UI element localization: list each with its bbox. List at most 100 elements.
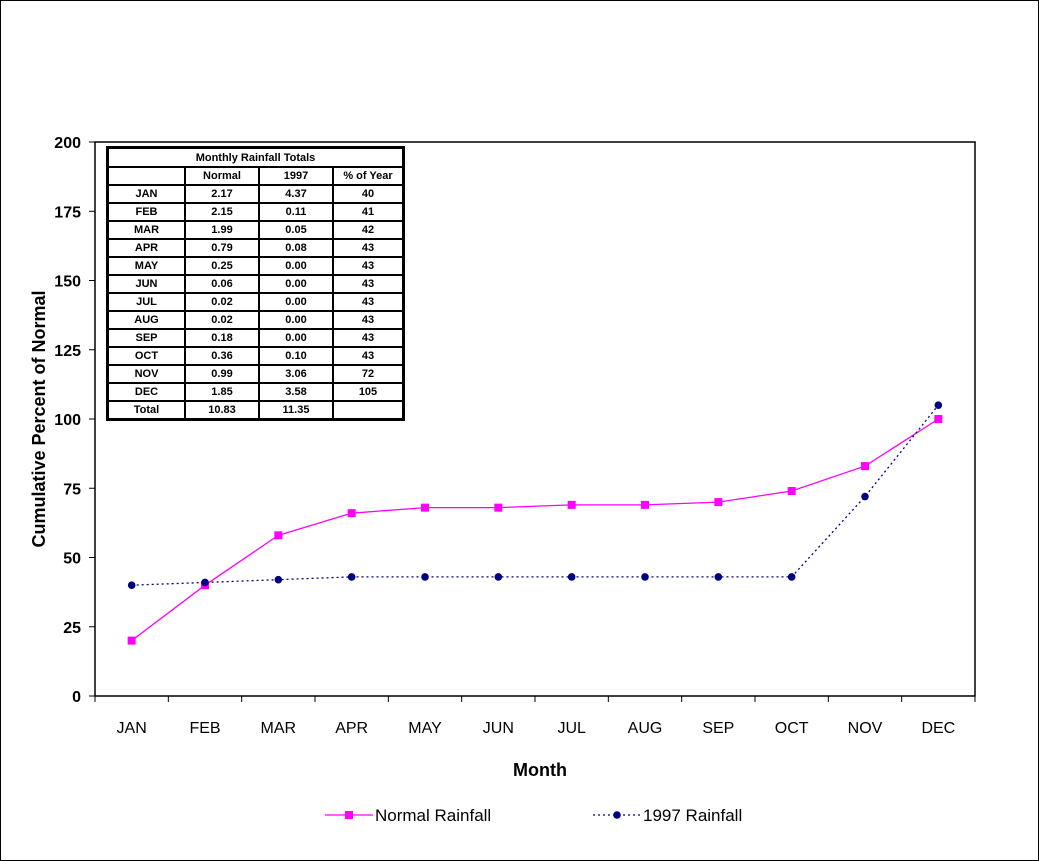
- data-point-circle: [787, 573, 796, 581]
- table-cell: 43: [333, 257, 403, 275]
- table-cell: 0.36: [185, 347, 259, 365]
- table-cell: APR: [108, 239, 185, 257]
- table-cell: 0.00: [259, 257, 333, 275]
- x-tick-label: MAY: [408, 720, 442, 737]
- table-cell: 43: [333, 329, 403, 347]
- series-layer: [127, 401, 943, 645]
- table-cell: MAR: [108, 221, 185, 239]
- table-cell: Total: [108, 401, 185, 419]
- x-tick-label: OCT: [775, 720, 809, 737]
- table-cell: 42: [333, 221, 403, 239]
- x-tick-label: MAR: [261, 720, 297, 737]
- legend-label: 1997 Rainfall: [643, 806, 742, 825]
- x-tick-label: APR: [335, 720, 368, 737]
- legend-marker-circle: [613, 811, 621, 819]
- table-cell: 1.99: [185, 221, 259, 239]
- table-row: OCT 0.36 0.10 43: [108, 347, 403, 365]
- data-point-square: [347, 509, 356, 518]
- table-cell: 43: [333, 239, 403, 257]
- y-tick-label: 0: [72, 689, 81, 706]
- table-cell: MAY: [108, 257, 185, 275]
- x-tick-label: SEP: [702, 720, 734, 737]
- table-cell: 1.85: [185, 383, 259, 401]
- table-cell: SEP: [108, 329, 185, 347]
- x-tick-label: NOV: [848, 720, 883, 737]
- table-cell: JUL: [108, 293, 185, 311]
- data-point-circle: [861, 492, 869, 501]
- y-tick-label: 150: [54, 274, 81, 291]
- data-point-circle: [494, 573, 503, 581]
- data-point-square: [127, 636, 136, 645]
- x-axis-title: Month: [513, 760, 567, 780]
- data-point-square: [714, 498, 723, 507]
- y-tick-label: 100: [54, 412, 81, 429]
- table-cell: 41: [333, 203, 403, 221]
- y-tick-label: 125: [54, 343, 81, 360]
- table-cell: 3.58: [259, 383, 333, 401]
- table-title: Monthly Rainfall Totals: [108, 148, 403, 167]
- table-row: JUL 0.02 0.00 43: [108, 293, 403, 311]
- table-cell: 0.00: [259, 329, 333, 347]
- table-cell: 0.02: [185, 293, 259, 311]
- data-point-circle: [567, 573, 576, 581]
- data-point-square: [861, 462, 869, 471]
- y-axis-title: Cumulative Percent of Normal: [29, 290, 49, 547]
- table-cell: 4.37: [259, 185, 333, 203]
- table-cell: 43: [333, 293, 403, 311]
- data-point-circle: [201, 578, 209, 587]
- table-cell: 3.06: [259, 365, 333, 383]
- table-row: NOV 0.99 3.06 72: [108, 365, 403, 383]
- table-row: SEP 0.18 0.00 43: [108, 329, 403, 347]
- table-cell: 0.25: [185, 257, 259, 275]
- table-row: MAR 1.99 0.05 42: [108, 221, 403, 239]
- data-point-square: [274, 531, 283, 540]
- data-point-square: [567, 500, 576, 509]
- table-cell: 11.35: [259, 401, 333, 419]
- table-header-cell: 1997: [259, 167, 333, 185]
- table-row: Total 10.83 11.35: [108, 401, 403, 419]
- table-header-cell: % of Year: [333, 167, 403, 185]
- y-tick-label: 25: [63, 620, 81, 637]
- table-cell: 0.02: [185, 311, 259, 329]
- table-cell: 0.11: [259, 203, 333, 221]
- table-cell: DEC: [108, 383, 185, 401]
- table-cell: 105: [333, 383, 403, 401]
- data-point-square: [787, 487, 796, 496]
- table-cell: 0.10: [259, 347, 333, 365]
- table-cell: 0.99: [185, 365, 259, 383]
- table-row: MAY 0.25 0.00 43: [108, 257, 403, 275]
- table-cell: 72: [333, 365, 403, 383]
- data-point-circle: [274, 575, 283, 584]
- table-cell: 0.18: [185, 329, 259, 347]
- data-point-square: [934, 415, 943, 423]
- data-point-square: [494, 503, 503, 512]
- monthly-rainfall-table: Monthly Rainfall Totals Normal 1997% of Ye…: [106, 146, 405, 421]
- table-cell: 43: [333, 275, 403, 293]
- table-cell: AUG: [108, 311, 185, 329]
- data-point-circle: [714, 573, 723, 581]
- table-cell: JAN: [108, 185, 185, 203]
- table-row: FEB 2.15 0.11 41: [108, 203, 403, 221]
- x-axis-ticks: JAN FEB MAR APR MAY JUN JUL AUG SEP OCT NOV DEC: [94, 696, 976, 737]
- table-cell: 2.15: [185, 203, 259, 221]
- x-tick-label: JUL: [557, 720, 586, 737]
- table-cell: 0.00: [259, 293, 333, 311]
- y-tick-label: 175: [54, 204, 81, 221]
- data-point-circle: [347, 573, 356, 581]
- table-row: AUG 0.02 0.00 43: [108, 311, 403, 329]
- data-point-circle: [641, 573, 649, 581]
- table-cell: 0.06: [185, 275, 259, 293]
- table-row: APR 0.79 0.08 43: [108, 239, 403, 257]
- x-tick-label: FEB: [189, 720, 220, 737]
- legend: Normal Rainfall 1997 Rainfall: [325, 806, 742, 825]
- table-cell: 0.05: [259, 221, 333, 239]
- table-cell: 10.83: [185, 401, 259, 419]
- data-point-circle: [934, 401, 943, 409]
- table-header-cell: [108, 167, 185, 185]
- series-line-0: [131, 418, 939, 642]
- x-tick-label: JAN: [117, 720, 147, 737]
- table-cell: FEB: [108, 203, 185, 221]
- y-axis-ticks: 0 25 50 75 100 125 150 175 200: [54, 135, 95, 706]
- data-point-square: [421, 503, 429, 512]
